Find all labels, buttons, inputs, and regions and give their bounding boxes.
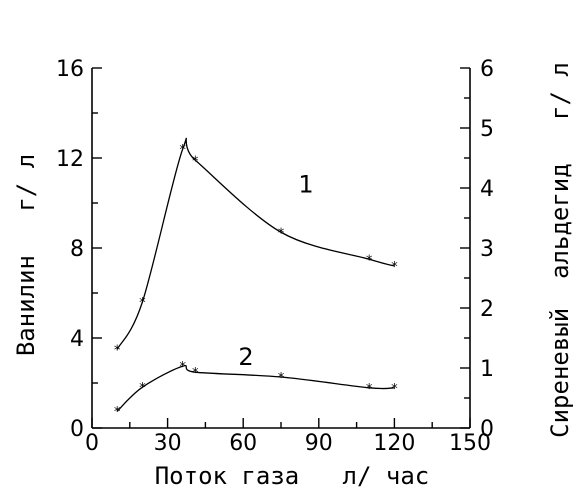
series-label-1: 1	[298, 170, 313, 198]
x-axis-title: Поток газа л/ час	[155, 462, 430, 490]
y-left-tick-label: 12	[56, 147, 84, 172]
data-point-marker: *	[113, 405, 121, 420]
y-left-tick-label: 16	[56, 57, 84, 82]
x-tick-label: 0	[85, 431, 99, 456]
y-left-tick-label: 4	[70, 327, 84, 352]
y-left-tick-label: 0	[70, 417, 84, 442]
data-point-marker: *	[179, 360, 187, 375]
y-right-tick-label: 4	[480, 177, 494, 202]
data-point-marker: *	[191, 366, 199, 381]
x-tick-label: 90	[305, 431, 333, 456]
y-right-tick-label: 1	[480, 357, 494, 382]
series-layer: * * * * * * * 1 * * * * * * * 2	[113, 137, 398, 420]
labels-layer: Поток газа л/ час Ванилин г/ л Сиреневый…	[12, 62, 574, 490]
y-axis-left-title: Ванилин г/ л	[12, 154, 40, 356]
series-line-1	[116, 137, 395, 350]
y-right-tick-label: 3	[480, 237, 494, 262]
data-point-marker: *	[277, 371, 285, 386]
series-label-2: 2	[238, 343, 253, 371]
y-right-tick-label: 5	[480, 117, 494, 142]
y-right-tick-label: 2	[480, 297, 494, 322]
x-tick-label: 150	[449, 431, 491, 456]
data-point-marker: *	[138, 381, 146, 396]
y-right-tick-label: 0	[480, 417, 494, 442]
data-point-marker: *	[191, 154, 199, 169]
y-left-tick-label: 8	[70, 237, 84, 262]
data-point-marker: *	[365, 253, 373, 268]
data-point-marker: *	[390, 382, 398, 397]
data-point-marker: *	[277, 226, 285, 241]
x-tick-label: 30	[154, 431, 182, 456]
y-right-tick-label: 6	[480, 57, 494, 82]
data-point-marker: *	[179, 143, 187, 158]
data-point-marker: *	[138, 296, 146, 311]
x-tick-label: 120	[373, 431, 415, 456]
series-line-2	[116, 365, 395, 412]
x-tick-label: 60	[229, 431, 257, 456]
y-axis-right-title: Сиреневый альдегид г/ л	[546, 62, 574, 438]
data-point-marker: *	[390, 260, 398, 275]
data-point-marker: *	[365, 382, 373, 397]
data-point-marker: *	[113, 343, 121, 358]
